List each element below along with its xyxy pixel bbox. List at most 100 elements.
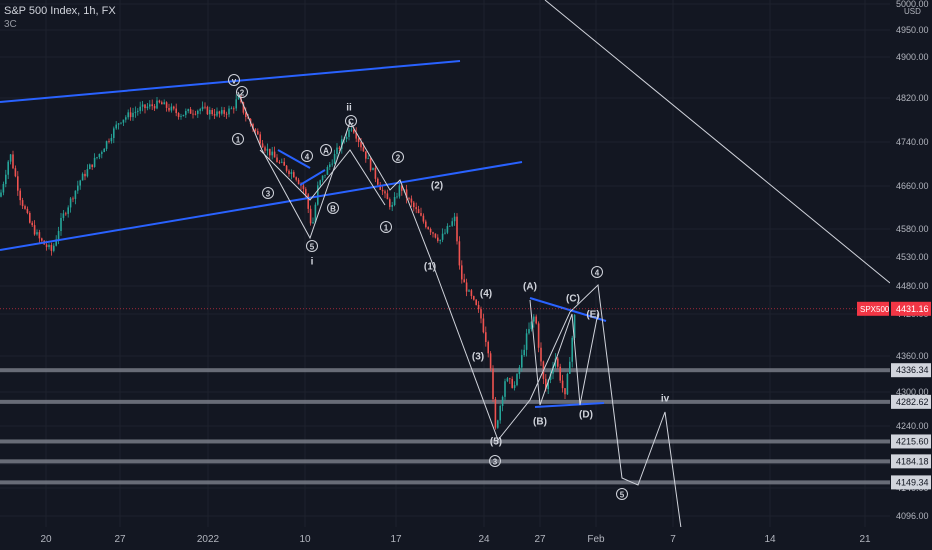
candle-body	[259, 134, 261, 144]
x-axis-tick-label: 2022	[197, 534, 220, 545]
candle-body	[465, 282, 468, 292]
candle-body	[137, 110, 139, 112]
x-axis: 20 27 2022 10 17 24 27 Feb 7 14 21	[0, 527, 932, 550]
candle-body	[290, 172, 293, 175]
candle-body	[110, 137, 113, 142]
candle-body	[177, 113, 180, 117]
candle-body	[151, 104, 153, 107]
candle-body	[153, 106, 156, 109]
currency-label: USD	[904, 7, 921, 16]
candle-body	[209, 109, 211, 115]
candle-body	[185, 111, 187, 115]
candle-body	[295, 177, 297, 180]
candle-body	[26, 208, 29, 213]
candle-body	[302, 185, 305, 190]
candle-body	[528, 329, 530, 334]
candle-body	[55, 239, 57, 246]
candle-body	[413, 202, 415, 208]
wave-label-text: (D)	[579, 410, 593, 421]
chart-header: S&P 500 Index, 1h, FX 3C	[4, 4, 116, 32]
candle-body	[434, 233, 437, 238]
candle-body	[451, 221, 453, 226]
candle-body	[549, 373, 552, 380]
candle-body	[168, 107, 170, 111]
candle-body	[230, 108, 233, 110]
candle-body	[139, 106, 141, 111]
candle-body	[211, 109, 213, 115]
candle-body	[518, 367, 521, 375]
wave-count-path	[237, 91, 685, 550]
wave-label-circle	[616, 488, 628, 500]
x-axis-tick-label: Feb	[587, 534, 605, 545]
candle-body	[127, 112, 129, 118]
candle-body	[305, 189, 307, 195]
x-axis-tick-label: 24	[478, 534, 490, 545]
candle-body	[398, 185, 401, 197]
y-axis-tick-label: 4660.00	[896, 181, 929, 191]
candle-body	[93, 157, 96, 167]
candle-body	[530, 321, 533, 330]
candle-body	[101, 152, 103, 154]
candle-body	[321, 175, 324, 181]
candle-body	[276, 157, 278, 163]
candle-body	[38, 232, 41, 239]
candle-body	[513, 385, 516, 388]
candle-body	[57, 231, 60, 240]
wave-label-text: (B)	[533, 417, 547, 428]
candle-body	[122, 119, 125, 123]
candle-body	[223, 110, 225, 114]
wave-label-circle	[489, 455, 501, 467]
candle-body	[271, 151, 273, 156]
wave-label-text: 3	[266, 190, 271, 199]
candle-body	[355, 132, 357, 139]
candle-body	[12, 154, 14, 169]
candle-body	[494, 399, 497, 428]
candle-body	[509, 378, 511, 380]
candle-body	[485, 332, 487, 342]
candle-body	[456, 216, 458, 242]
support-level-band	[0, 480, 890, 485]
wave-label-text: (E)	[586, 310, 599, 321]
candle-body	[31, 222, 33, 226]
x-axis-tick-label: 27	[534, 534, 546, 545]
y-axis-tick-label: 4740.00	[896, 137, 929, 147]
candle-body	[125, 117, 127, 120]
wave-label-text: 2	[240, 89, 245, 98]
channel-lines	[0, 60, 607, 408]
candle-body	[105, 141, 108, 149]
candle-body	[437, 237, 439, 241]
candle-body	[144, 104, 146, 109]
last-price-tag	[891, 301, 931, 316]
candle-body	[547, 379, 549, 390]
wave-label-circle	[301, 150, 313, 162]
candle-body	[449, 225, 451, 227]
y-axis-tick-label: 4820.00	[896, 93, 929, 103]
candle-body	[285, 165, 288, 171]
candle-body	[288, 170, 290, 175]
level-price-label: 4336.34	[896, 365, 929, 375]
y-axis-tick-label: 4580.00	[896, 224, 929, 234]
wave-label-text: 2	[396, 154, 401, 163]
trend-channel-line	[299, 169, 326, 186]
support-level-band	[0, 439, 890, 444]
candle-body	[141, 104, 144, 107]
candle-body	[458, 241, 461, 266]
candle-body	[501, 396, 504, 406]
candle-body	[62, 213, 65, 218]
candle-body	[89, 164, 91, 170]
candle-body	[360, 141, 362, 148]
candle-body	[384, 191, 386, 194]
level-price-label: 4215.60	[896, 436, 929, 446]
candle-body	[36, 232, 38, 235]
candle-body	[319, 180, 321, 186]
wave-label-text: 3	[493, 458, 498, 467]
candle-body	[557, 358, 559, 367]
candle-body	[314, 204, 317, 223]
candle-body	[156, 100, 158, 109]
candle-body	[511, 378, 513, 388]
candle-body	[365, 151, 367, 159]
candle-body	[545, 378, 547, 390]
candle-body	[329, 164, 331, 168]
